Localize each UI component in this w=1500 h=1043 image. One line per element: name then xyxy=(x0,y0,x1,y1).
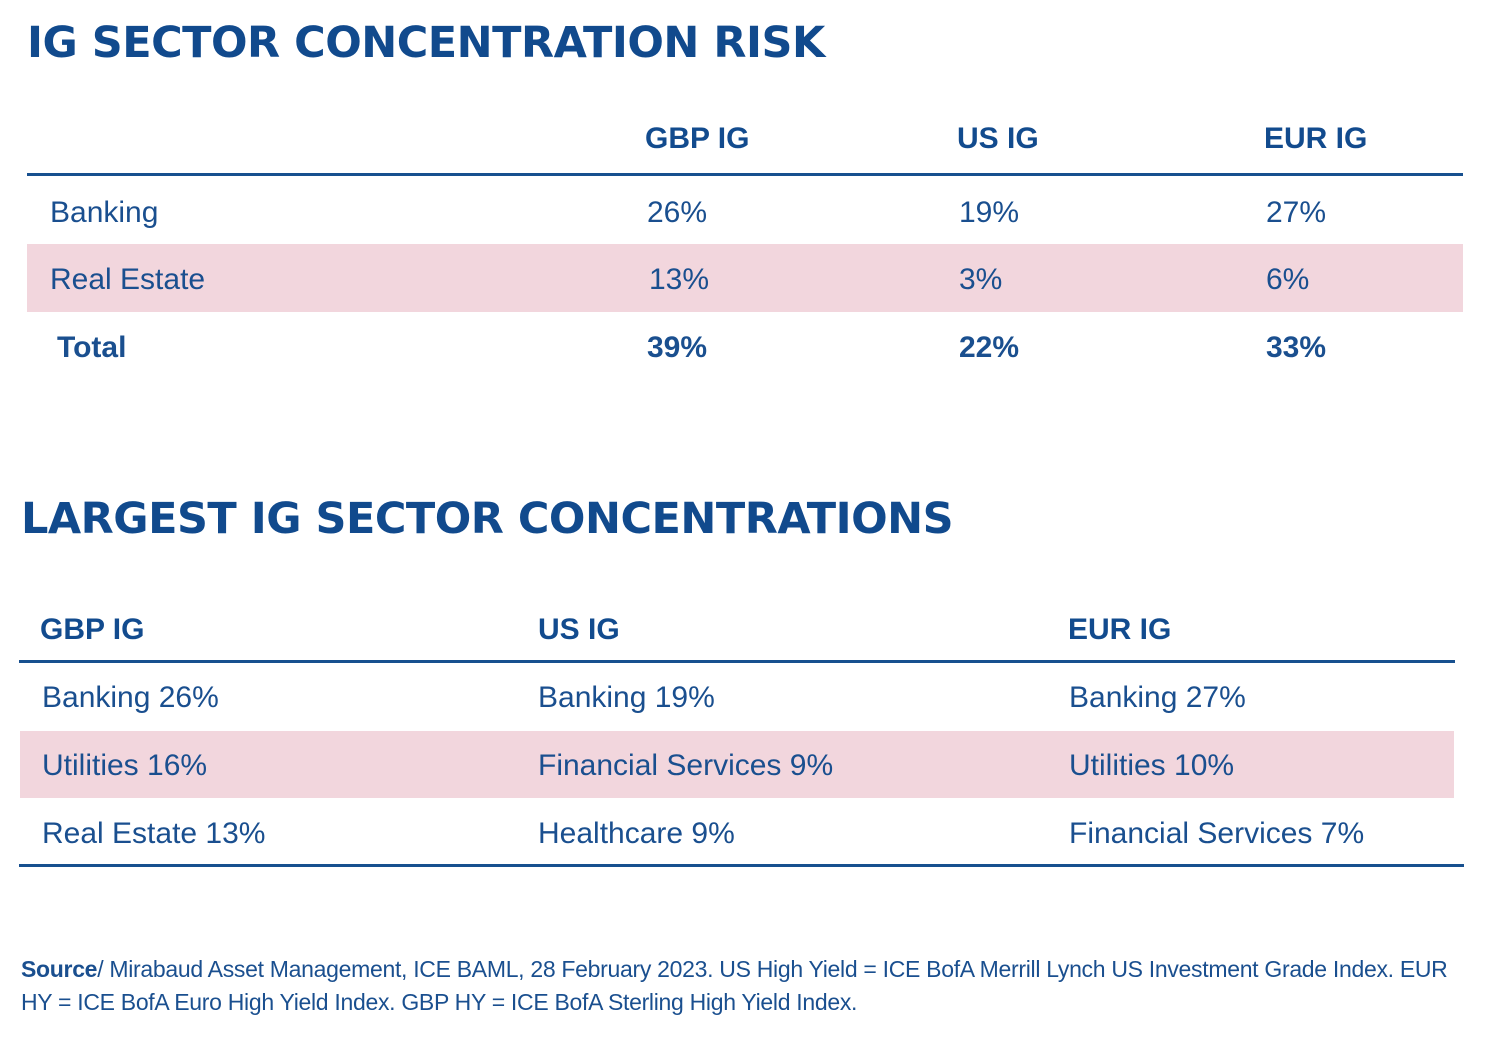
largest-table-header-rule xyxy=(19,660,1455,663)
largest-cell-r3-gbp: Real Estate 13% xyxy=(42,817,266,850)
risk-cell-banking-gbp: 26% xyxy=(647,196,708,229)
risk-table-title: IG SECTOR CONCENTRATION RISK xyxy=(27,18,825,68)
risk-row-label-real-estate: Real Estate xyxy=(50,263,206,296)
largest-col-header-us: US IG xyxy=(538,613,620,646)
risk-cell-real-estate-gbp: 13% xyxy=(649,263,710,296)
source-text: / Mirabaud Asset Management, ICE BAML, 2… xyxy=(21,956,1448,1015)
largest-col-header-eur: EUR IG xyxy=(1068,613,1172,646)
risk-cell-total-gbp: 39% xyxy=(647,331,708,364)
largest-cell-r2-eur: Utilities 10% xyxy=(1069,749,1235,782)
risk-col-header-us: US IG xyxy=(957,122,1039,155)
largest-cell-r1-eur: Banking 27% xyxy=(1069,681,1246,714)
risk-row-label-banking: Banking xyxy=(50,196,159,229)
source-label: Source xyxy=(21,956,98,982)
risk-cell-real-estate-eur: 6% xyxy=(1266,263,1310,296)
risk-table-header-rule xyxy=(27,173,1463,176)
largest-row-highlight xyxy=(20,731,1454,798)
largest-cell-r2-us: Financial Services 9% xyxy=(538,749,834,782)
risk-cell-total-us: 22% xyxy=(959,331,1020,364)
risk-row-highlight xyxy=(27,244,1463,312)
largest-cell-r1-gbp: Banking 26% xyxy=(42,681,219,714)
largest-cell-r2-gbp: Utilities 16% xyxy=(42,749,208,782)
largest-table-title: LARGEST IG SECTOR CONCENTRATIONS xyxy=(21,494,954,544)
largest-cell-r1-us: Banking 19% xyxy=(538,681,715,714)
risk-row-label-total: Total xyxy=(57,331,127,364)
largest-table-bottom-rule xyxy=(19,864,1464,867)
source-note: Source/ Mirabaud Asset Management, ICE B… xyxy=(21,953,1471,1019)
risk-cell-banking-eur: 27% xyxy=(1266,196,1327,229)
risk-cell-real-estate-us: 3% xyxy=(959,263,1003,296)
risk-col-header-eur: EUR IG xyxy=(1264,122,1368,155)
risk-cell-total-eur: 33% xyxy=(1266,331,1327,364)
largest-cell-r3-us: Healthcare 9% xyxy=(538,817,735,850)
risk-cell-banking-us: 19% xyxy=(959,196,1020,229)
largest-cell-r3-eur: Financial Services 7% xyxy=(1069,817,1365,850)
largest-col-header-gbp: GBP IG xyxy=(40,613,145,646)
risk-col-header-gbp: GBP IG xyxy=(645,122,750,155)
